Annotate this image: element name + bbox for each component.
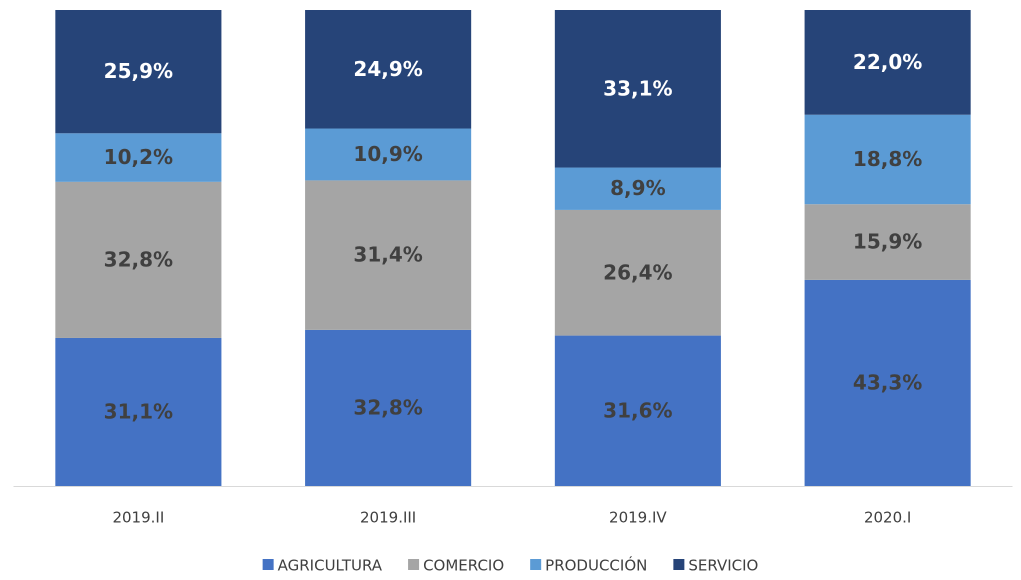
bar-segment [554, 167, 721, 210]
value-label: 18,8% [853, 147, 922, 171]
legend-swatch [262, 559, 274, 570]
bar-segment [554, 209, 721, 336]
legend-label: COMERCIO [423, 557, 504, 575]
bar-segment [305, 10, 472, 129]
legend-label: SERVICIO [688, 557, 758, 575]
value-label: 31,1% [104, 399, 173, 423]
value-label: 31,6% [603, 398, 672, 422]
bar-segment [804, 10, 971, 115]
value-label: 43,3% [853, 370, 922, 394]
bar-segment [305, 128, 472, 181]
legend-label: PRODUCCIÓN [545, 556, 647, 575]
value-label: 32,8% [353, 395, 422, 419]
value-label: 25,9% [104, 59, 173, 83]
x-tick-label: 2019.II [112, 509, 164, 527]
value-label: 32,8% [104, 247, 173, 271]
bar-segment [55, 133, 222, 182]
value-label: 31,4% [353, 243, 422, 267]
legend-swatch [530, 559, 542, 570]
value-label: 26,4% [603, 260, 672, 284]
bar-segment [804, 114, 971, 205]
value-label: 33,1% [603, 76, 672, 100]
bar-segment [55, 337, 222, 486]
value-label: 10,9% [353, 142, 422, 166]
x-tick-label: 2019.III [360, 509, 416, 527]
bar-segment [55, 181, 222, 338]
value-label: 24,9% [353, 57, 422, 81]
legend-label: AGRICULTURA [278, 557, 383, 575]
value-label: 22,0% [853, 50, 922, 74]
value-label: 15,9% [853, 230, 922, 254]
x-tick-label: 2020.I [864, 509, 911, 527]
bar-segment [804, 204, 971, 280]
bar-segment [305, 329, 472, 486]
bar-segment [804, 279, 971, 486]
value-label: 8,9% [610, 176, 665, 200]
value-label: 10,2% [104, 145, 173, 169]
bar-segment [554, 335, 721, 486]
bar-segment [305, 180, 472, 330]
bar-segment [55, 10, 222, 134]
x-tick-label: 2019.IV [609, 509, 667, 527]
bar-segment [554, 10, 721, 168]
legend-swatch [408, 559, 420, 570]
legend-swatch [673, 559, 685, 570]
